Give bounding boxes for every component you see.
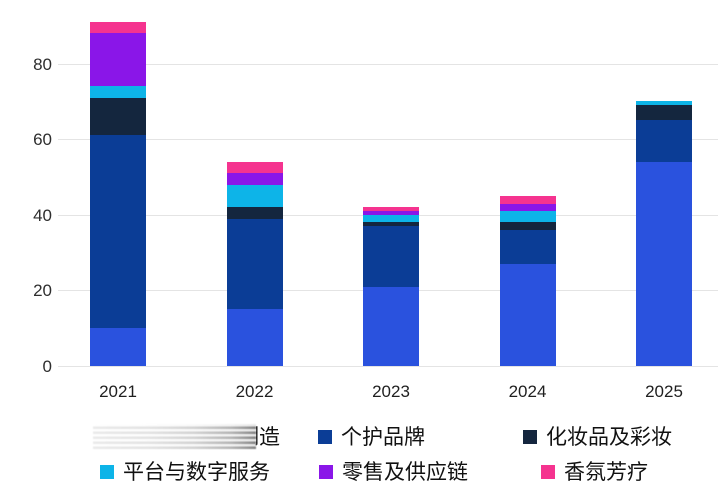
x-axis-tick-label-2021: 2021 — [99, 382, 137, 401]
bar-2022-segment-5 — [226, 161, 283, 174]
bar-2025-segment-0 — [636, 161, 692, 366]
gridline-y60 — [58, 139, 718, 140]
y-axis-tick-label: 0 — [42, 357, 52, 376]
bar-2022-segment-4 — [226, 173, 283, 185]
x-axis-tick-label-2025: 2025 — [645, 382, 683, 401]
bar-2021-segment-4 — [90, 33, 146, 87]
legend-label: 平台与数字服务 — [123, 460, 270, 484]
bar-2025 — [636, 101, 692, 366]
y-axis-tick-label: 40 — [33, 206, 52, 225]
legend-swatch-icon — [523, 430, 537, 444]
bar-2022 — [226, 161, 283, 366]
bar-2024-segment-1 — [499, 229, 556, 264]
bar-2021-segment-3 — [90, 86, 146, 98]
bar-2021-segment-5 — [90, 22, 146, 34]
legend-swatch-icon — [541, 465, 555, 479]
bar-2023-segment-1 — [363, 226, 419, 287]
bar-2025-segment-1 — [636, 120, 692, 162]
bar-2024-segment-5 — [499, 195, 556, 204]
bar-2025-segment-3 — [636, 101, 692, 106]
bar-2023-segment-3 — [363, 214, 419, 223]
x-axis-tick-label-2023: 2023 — [372, 382, 410, 401]
y-axis-tick-label: 20 — [33, 281, 52, 300]
bar-2025-segment-2 — [636, 105, 692, 121]
bar-2022-segment-3 — [226, 184, 283, 208]
bar-2023-segment-2 — [363, 222, 419, 227]
legend-item-3: 平台与数字服务 — [100, 459, 270, 485]
y-axis-tick-label: 60 — [33, 130, 52, 149]
legend-swatch-icon — [319, 465, 333, 479]
gridline-y80 — [58, 64, 718, 65]
legend-item-1: 个护品牌 — [318, 424, 425, 450]
legend-label: 个护品牌 — [341, 425, 425, 449]
legend-swatch-icon — [318, 430, 332, 444]
bar-2021 — [90, 22, 146, 366]
x-axis-tick-label-2022: 2022 — [235, 382, 274, 401]
bar-2023-segment-4 — [363, 211, 419, 215]
bar-2022-segment-0 — [226, 309, 283, 366]
bar-2023-segment-0 — [363, 286, 419, 366]
y-axis-tick-label: 80 — [33, 55, 52, 74]
bar-2024 — [499, 195, 556, 366]
bar-2024-segment-0 — [499, 263, 556, 366]
bar-2022-segment-2 — [226, 207, 283, 219]
legend-item-2: 化妆品及彩妆 — [523, 424, 672, 450]
legend-label: 化妆品及彩妆 — [546, 425, 672, 449]
legend-label: 零售及供应链 — [342, 460, 468, 484]
bar-2023-segment-5 — [363, 207, 419, 212]
bar-2021-segment-2 — [90, 97, 146, 136]
legend-item-5: 香氛芳疗 — [541, 459, 648, 485]
legend-swatch-icon — [100, 465, 114, 479]
bar-2024-segment-3 — [499, 211, 556, 223]
bar-2023 — [363, 207, 419, 366]
legend-label: 香氛芳疗 — [564, 460, 648, 484]
bar-2024-segment-2 — [499, 222, 556, 230]
x-axis-tick-label-2024: 2024 — [508, 382, 547, 401]
bar-2022-segment-1 — [226, 218, 283, 310]
gridline-y0 — [58, 366, 718, 367]
bar-2021-segment-1 — [90, 135, 146, 329]
bar-2021-segment-0 — [90, 328, 146, 366]
bar-2024-segment-4 — [499, 203, 556, 212]
legend-item-4: 零售及供应链 — [319, 459, 468, 485]
blurred-legend-redaction — [93, 424, 256, 449]
